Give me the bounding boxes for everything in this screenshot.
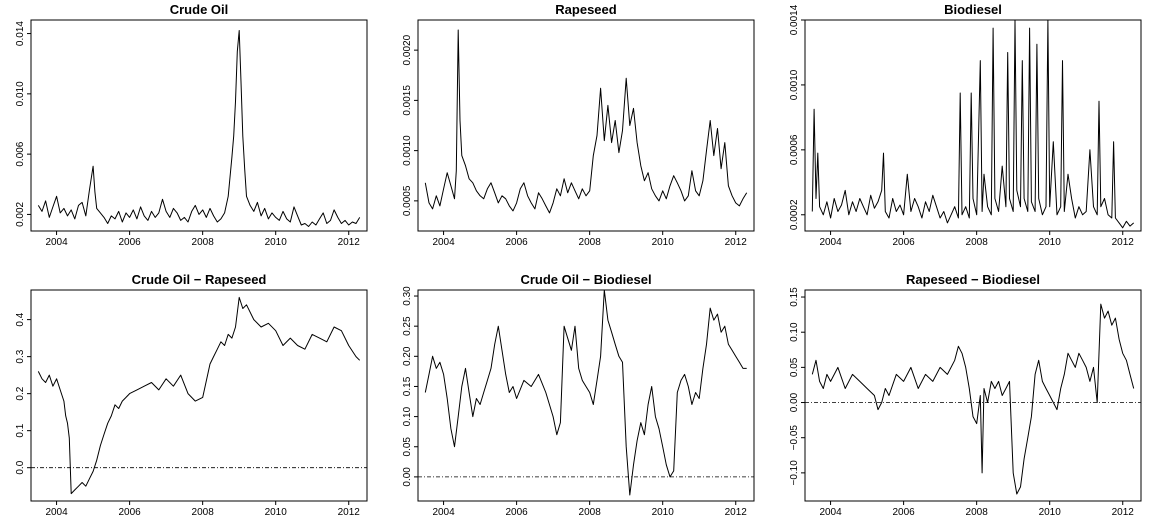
y-tick-label: 0.014: [15, 21, 26, 46]
x-tick-label: 2010: [1039, 237, 1062, 248]
y-tick-label: 0.0015: [402, 85, 413, 116]
y-tick-label: −0.05: [789, 425, 800, 451]
x-tick-label: 2008: [192, 507, 215, 518]
x-tick-label: 2008: [192, 237, 215, 248]
y-tick-label: 0.20: [402, 346, 413, 366]
plot-frame: [30, 289, 368, 502]
plot-frame: [804, 19, 1142, 232]
chart-title: Rapeseed: [555, 2, 616, 17]
y-tick-label: 0.1: [15, 423, 26, 437]
y-tick-label: 0.0: [15, 460, 26, 474]
x-tick-label: 2004: [819, 507, 842, 518]
y-tick-label: 0.15: [789, 287, 800, 307]
y-tick-label: 0.4: [15, 312, 26, 326]
y-tick-label: 0.0006: [789, 134, 800, 165]
y-tick-label: 0.25: [402, 316, 413, 336]
chart-title: Crude Oil − Rapeseed: [132, 272, 267, 287]
y-tick-label: 0.05: [789, 357, 800, 377]
x-tick-label: 2012: [338, 507, 361, 518]
chart-title: Biodiesel: [944, 2, 1002, 17]
x-tick-label: 2012: [1112, 237, 1135, 248]
y-tick-label: 0.0014: [789, 4, 800, 35]
plot-frame: [417, 289, 755, 502]
chart-panel-4: Crude Oil − Rapeseed 2004 2006 2008 2010 2012…: [15, 272, 368, 518]
y-tick-label: 0.0020: [402, 34, 413, 65]
chart-title: Rapeseed − Biodiesel: [906, 272, 1040, 287]
x-tick-label: 2010: [265, 237, 288, 248]
chart-panel-6: Rapeseed − Biodiesel 2004 2006 2008 2010 2012…: [789, 272, 1142, 518]
chart-title: Crude Oil: [170, 2, 229, 17]
x-tick-label: 2004: [45, 507, 68, 518]
y-tick-label: 0.0010: [402, 135, 413, 166]
x-tick-label: 2010: [265, 507, 288, 518]
chart-title: Crude Oil − Biodiesel: [520, 272, 651, 287]
x-tick-label: 2006: [892, 237, 915, 248]
x-tick-label: 2006: [118, 237, 141, 248]
chart-panel-3: Biodiesel 2004 2006 2008 2010 2012 0.0002 0.000…: [789, 2, 1142, 248]
x-tick-label: 2004: [432, 237, 455, 248]
y-tick-label: 0.00: [789, 392, 800, 412]
x-tick-label: 2006: [892, 507, 915, 518]
chart-panel-1: Crude Oil 2004 2006 2008 2010 2012 0.002 0.006 0…: [15, 2, 368, 248]
x-tick-label: 2006: [118, 507, 141, 518]
x-tick-label: 2004: [45, 237, 68, 248]
y-tick-label: −0.10: [789, 460, 800, 486]
x-tick-label: 2012: [1112, 507, 1135, 518]
x-tick-label: 2012: [725, 237, 748, 248]
y-tick-label: 0.3: [15, 349, 26, 363]
series-line: [424, 29, 748, 214]
series-line: [811, 19, 1135, 229]
series-line: [424, 289, 747, 496]
x-tick-label: 2012: [338, 237, 361, 248]
y-tick-label: 0.2: [15, 386, 26, 400]
y-tick-label: 0.0005: [402, 185, 413, 216]
y-tick-label: 0.010: [15, 81, 26, 106]
y-tick-label: 0.00: [402, 467, 413, 487]
plot-frame: [804, 289, 1142, 502]
y-tick-label: 0.05: [402, 437, 413, 457]
y-tick-label: 0.006: [15, 141, 26, 166]
y-tick-label: 0.30: [402, 286, 413, 306]
x-tick-label: 2010: [652, 237, 675, 248]
plot-frame: [417, 19, 755, 232]
x-tick-label: 2006: [505, 237, 528, 248]
y-tick-label: 0.10: [789, 322, 800, 342]
series-line: [37, 296, 361, 495]
y-tick-label: 0.10: [402, 406, 413, 426]
y-tick-label: 0.002: [15, 201, 26, 226]
x-tick-label: 2008: [966, 237, 989, 248]
x-tick-label: 2008: [579, 237, 602, 248]
x-tick-label: 2008: [579, 507, 602, 518]
plot-frame: [30, 19, 368, 232]
x-tick-label: 2010: [652, 507, 675, 518]
x-tick-label: 2012: [725, 507, 748, 518]
x-tick-label: 2008: [966, 507, 989, 518]
x-tick-label: 2010: [1039, 507, 1062, 518]
chart-panel-5: Crude Oil − Biodiesel 2004 2006 2008 2010 201…: [402, 272, 755, 518]
x-tick-label: 2004: [819, 237, 842, 248]
x-tick-label: 2004: [432, 507, 455, 518]
y-tick-label: 0.0002: [789, 199, 800, 230]
series-line: [37, 30, 361, 227]
series-line: [811, 303, 1135, 495]
chart-panel-2: Rapeseed 2004 2006 2008 2010 2012 0.0005 0.0010…: [402, 2, 755, 248]
y-tick-label: 0.15: [402, 376, 413, 396]
x-tick-label: 2006: [505, 507, 528, 518]
y-tick-label: 0.0010: [789, 69, 800, 100]
